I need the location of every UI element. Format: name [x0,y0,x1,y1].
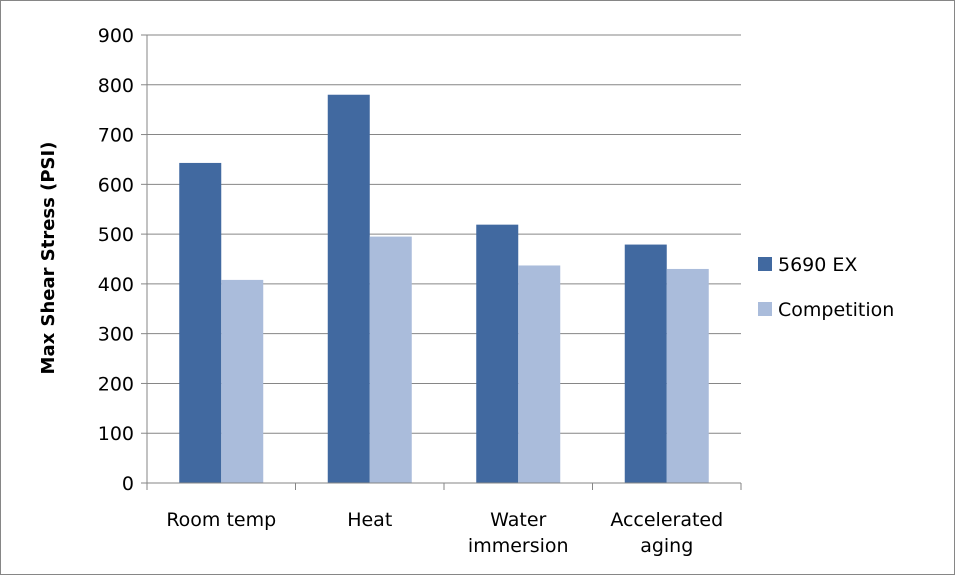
y-tick-label: 100 [98,423,134,445]
legend: 5690 EX Competition [758,254,894,321]
x-tick-label: Heat [347,509,392,531]
legend-swatch [758,257,772,271]
bar-5690-ex [476,224,519,484]
y-tick-label: 200 [98,373,134,395]
bar-competition [518,265,561,483]
x-tick-label: Accelerated [610,509,723,531]
y-tick-label: 700 [98,125,134,147]
x-tick-labels: Room temp Heat Water immersion Accelerated ag… [166,509,723,557]
y-axis-label: Max Shear Stress (PSI) [38,142,59,375]
bar-competition [221,279,264,483]
x-tick-label: immersion [468,535,569,557]
bars [179,94,709,484]
bar-competition [666,268,709,483]
axes [146,35,742,490]
legend-label: 5690 EX [778,254,857,276]
y-tick-label: 400 [98,274,134,296]
x-tick-label: Room temp [166,509,276,531]
y-tick-labels: 0 100 200 300 400 500 600 700 800 900 [98,25,134,495]
bar-5690-ex [327,94,370,483]
bar-5690-ex [624,244,667,483]
x-tick-label: Water [490,509,546,531]
legend-swatch [758,302,772,316]
y-tick-label: 500 [98,224,134,246]
y-tick-label: 900 [98,25,134,47]
legend-label: Competition [778,299,894,321]
y-tick-label: 0 [122,473,134,495]
y-tick-label: 300 [98,324,134,346]
y-tick-label: 600 [98,174,134,196]
x-tick-label: aging [640,535,693,557]
y-tick-label: 800 [98,75,134,97]
bar-competition [369,236,412,483]
bar-5690-ex [179,162,222,483]
